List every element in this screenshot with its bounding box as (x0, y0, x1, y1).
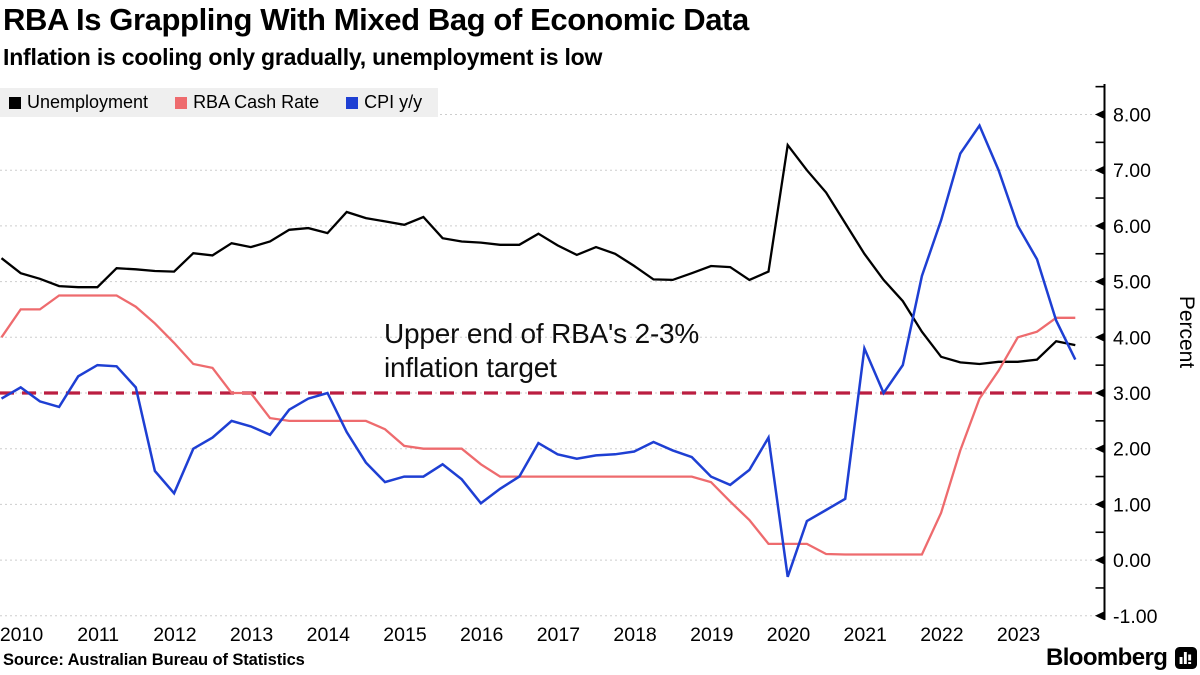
legend-label: CPI y/y (364, 92, 423, 112)
target-annotation-line1: Upper end of RBA's 2-3% (384, 318, 700, 349)
y-axis-label: -1.00 (1113, 606, 1158, 628)
y-axis-label: 6.00 (1113, 216, 1151, 238)
y-axis-major-tick (1095, 555, 1105, 565)
x-axis-label: 2022 (920, 624, 963, 646)
legend-swatch (9, 96, 21, 109)
legend-item-unemployment: Unemployment (9, 92, 148, 113)
x-axis-label: 2018 (613, 624, 656, 646)
y-axis-major-tick (1095, 221, 1105, 231)
y-axis-label: 7.00 (1113, 160, 1151, 182)
y-axis-major-tick (1095, 444, 1105, 454)
y-axis-label: 0.00 (1113, 550, 1151, 572)
x-axis-label: 2010 (0, 624, 43, 646)
y-axis-major-tick (1095, 499, 1105, 509)
page-title: RBA Is Grappling With Mixed Bag of Econo… (3, 2, 749, 37)
legend-item-cpi-y-y: CPI y/y (346, 92, 422, 113)
y-axis-label: 5.00 (1113, 272, 1151, 294)
x-axis-label: 2014 (307, 624, 351, 646)
x-axis-label: 2020 (767, 624, 811, 646)
bloomberg-terminal-icon (1175, 647, 1198, 669)
legend-item-rba-cash-rate: RBA Cash Rate (175, 92, 319, 113)
legend-swatch (175, 96, 188, 109)
bloomberg-wordmark: Bloomberg (1046, 644, 1168, 671)
cpi-y-y-line (0, 123, 1077, 578)
x-axis-label: 2011 (77, 624, 119, 646)
legend-label: RBA Cash Rate (193, 92, 320, 112)
target-annotation: Upper end of RBA's 2-3% inflation target (384, 317, 699, 384)
y-axis-major-tick (1095, 277, 1105, 287)
x-axis-label: 2012 (153, 624, 196, 646)
bloomberg-brand: Bloomberg (1046, 644, 1198, 672)
target-annotation-line2: inflation target (384, 351, 557, 383)
x-axis-label: 2019 (690, 624, 733, 646)
y-axis-label: 3.00 (1113, 383, 1151, 405)
y-axis-title: Percent (1175, 296, 1198, 369)
y-axis-label: 4.00 (1113, 327, 1151, 349)
y-axis-label: 2.00 (1113, 439, 1151, 461)
x-axis-label: 2023 (997, 624, 1040, 646)
y-axis-label: 8.00 (1113, 105, 1151, 127)
x-axis-label: 2021 (844, 624, 887, 646)
x-axis-label: 2013 (230, 624, 273, 646)
unemployment-line (0, 142, 1076, 366)
legend-label: Unemployment (27, 92, 149, 112)
x-axis-label: 2017 (537, 624, 580, 646)
y-axis-major-tick (1095, 332, 1105, 342)
y-axis-major-tick (1095, 388, 1105, 398)
y-axis-major-tick (1095, 165, 1105, 175)
x-axis-label: 2016 (460, 624, 503, 646)
legend-swatch (346, 96, 359, 109)
rba-cash-rate-line (0, 294, 1076, 556)
chart-legend: Unemployment RBA Cash Rate CPI y/y (0, 88, 439, 117)
y-axis-major-tick (1095, 611, 1105, 621)
x-axis-label: 2015 (383, 624, 427, 646)
y-axis-label: 1.00 (1113, 494, 1151, 516)
page-subtitle: Inflation is cooling only gradually, une… (3, 44, 603, 70)
y-axis-major-tick (1095, 110, 1105, 119)
source-note: Source: Australian Bureau of Statistics (3, 651, 305, 669)
